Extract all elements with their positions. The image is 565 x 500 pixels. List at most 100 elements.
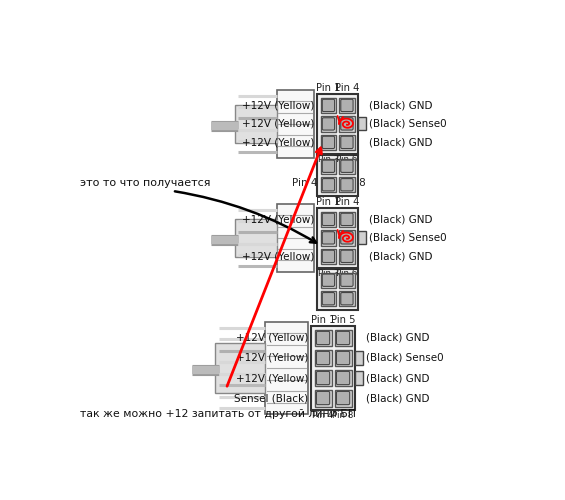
FancyBboxPatch shape: [316, 332, 330, 344]
Bar: [315, 330, 332, 346]
Text: Pin 1: Pin 1: [316, 83, 341, 93]
Bar: [355, 351, 363, 365]
Bar: [321, 230, 336, 246]
Text: (Black) GND: (Black) GND: [367, 373, 430, 383]
FancyBboxPatch shape: [322, 274, 334, 286]
Bar: [321, 291, 336, 306]
Bar: [339, 158, 355, 174]
FancyBboxPatch shape: [316, 372, 330, 384]
Bar: [315, 370, 332, 386]
Text: Pin 6: Pin 6: [336, 268, 358, 278]
Bar: [321, 98, 336, 113]
Text: Pin 4: Pin 4: [334, 83, 359, 93]
Text: (Black) GND: (Black) GND: [369, 100, 432, 110]
FancyBboxPatch shape: [341, 136, 353, 148]
Text: Sensel (Black): Sensel (Black): [234, 393, 308, 403]
Bar: [321, 134, 336, 150]
Bar: [317, 268, 358, 310]
FancyBboxPatch shape: [316, 392, 330, 404]
FancyBboxPatch shape: [316, 352, 330, 364]
Text: (Black) Sense0: (Black) Sense0: [369, 119, 446, 129]
FancyBboxPatch shape: [341, 232, 353, 244]
Text: +12V (Yellow): +12V (Yellow): [236, 333, 308, 343]
Text: Pin 3: Pin 3: [318, 154, 339, 164]
Text: так же можно +12 запитать от другой лини БП: так же можно +12 запитать от другой лини…: [80, 409, 356, 419]
Text: +12V (Yellow): +12V (Yellow): [236, 353, 308, 363]
Text: Pin 6: Pin 6: [336, 154, 358, 164]
Text: Pin 4: Pin 4: [312, 411, 334, 420]
Text: +12V (Yellow): +12V (Yellow): [242, 100, 315, 110]
Text: (Black) GND: (Black) GND: [369, 138, 432, 147]
Bar: [315, 390, 332, 406]
Bar: [321, 272, 336, 288]
Text: Pin 4       Pin 8: Pin 4 Pin 8: [292, 178, 366, 188]
Bar: [321, 116, 336, 132]
Text: (Black) GND: (Black) GND: [367, 393, 430, 403]
Text: (Black) GND: (Black) GND: [367, 333, 430, 343]
FancyBboxPatch shape: [341, 292, 353, 305]
Bar: [334, 390, 351, 406]
Text: Pin 1: Pin 1: [311, 315, 335, 325]
FancyBboxPatch shape: [336, 332, 350, 344]
Bar: [321, 248, 336, 264]
Bar: [334, 370, 351, 386]
Text: (Black) GND: (Black) GND: [369, 214, 432, 224]
FancyBboxPatch shape: [322, 292, 334, 305]
Text: +12V (Yellow): +12V (Yellow): [242, 138, 315, 147]
FancyBboxPatch shape: [336, 392, 350, 404]
FancyBboxPatch shape: [341, 178, 353, 191]
Text: (Black) Sense0: (Black) Sense0: [367, 353, 444, 363]
Bar: [315, 350, 332, 366]
FancyBboxPatch shape: [341, 100, 353, 112]
FancyBboxPatch shape: [341, 118, 353, 130]
Bar: [339, 98, 355, 113]
Text: (Black) GND: (Black) GND: [369, 252, 432, 262]
Bar: [339, 134, 355, 150]
FancyBboxPatch shape: [322, 178, 334, 191]
Bar: [317, 154, 358, 196]
FancyBboxPatch shape: [341, 213, 353, 226]
Text: это то что получается: это то что получается: [80, 178, 210, 188]
Text: +12V (Yellow): +12V (Yellow): [242, 252, 315, 262]
FancyBboxPatch shape: [322, 118, 334, 130]
Bar: [321, 158, 336, 174]
Bar: [317, 94, 358, 154]
Bar: [358, 118, 366, 130]
FancyBboxPatch shape: [336, 352, 350, 364]
Text: Pin 8: Pin 8: [332, 411, 354, 420]
FancyBboxPatch shape: [322, 232, 334, 244]
Text: Pin 5: Pin 5: [331, 315, 355, 325]
Bar: [334, 330, 351, 346]
Bar: [234, 219, 277, 256]
Bar: [339, 177, 355, 192]
Bar: [339, 230, 355, 246]
Bar: [317, 208, 358, 268]
Bar: [234, 106, 277, 142]
Bar: [277, 90, 314, 158]
Bar: [358, 232, 366, 244]
Text: Pin 4: Pin 4: [334, 197, 359, 207]
Text: +12V (Yellow): +12V (Yellow): [242, 119, 315, 129]
Bar: [215, 342, 266, 394]
Bar: [266, 322, 308, 414]
Bar: [339, 272, 355, 288]
Text: Pin 1: Pin 1: [316, 197, 341, 207]
FancyBboxPatch shape: [341, 274, 353, 286]
Text: (Black) Sense0: (Black) Sense0: [369, 233, 446, 243]
FancyBboxPatch shape: [322, 250, 334, 262]
FancyBboxPatch shape: [322, 213, 334, 226]
FancyBboxPatch shape: [322, 136, 334, 148]
Bar: [355, 371, 363, 385]
Bar: [334, 350, 351, 366]
Bar: [321, 212, 336, 227]
FancyBboxPatch shape: [322, 160, 334, 172]
FancyBboxPatch shape: [322, 100, 334, 112]
FancyBboxPatch shape: [341, 160, 353, 172]
Bar: [321, 177, 336, 192]
Bar: [339, 116, 355, 132]
Bar: [339, 248, 355, 264]
Text: +12V (Yellow): +12V (Yellow): [242, 214, 315, 224]
Bar: [339, 212, 355, 227]
Bar: [277, 204, 314, 272]
Text: +12V (Yellow): +12V (Yellow): [236, 373, 308, 383]
